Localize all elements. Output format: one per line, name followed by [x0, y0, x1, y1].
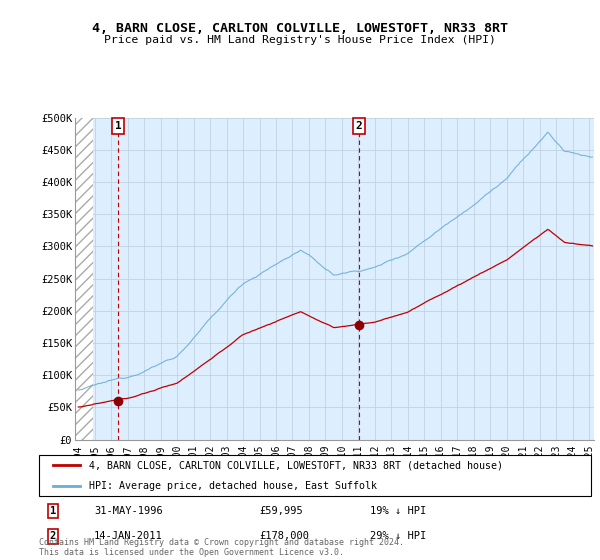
Text: 4, BARN CLOSE, CARLTON COLVILLE, LOWESTOFT, NR33 8RT (detached house): 4, BARN CLOSE, CARLTON COLVILLE, LOWESTO…	[89, 460, 503, 470]
Text: 2: 2	[356, 121, 362, 131]
Text: 31-MAY-1996: 31-MAY-1996	[94, 506, 163, 516]
Text: 19% ↓ HPI: 19% ↓ HPI	[370, 506, 427, 516]
Text: HPI: Average price, detached house, East Suffolk: HPI: Average price, detached house, East…	[89, 480, 377, 491]
Text: Price paid vs. HM Land Registry's House Price Index (HPI): Price paid vs. HM Land Registry's House …	[104, 35, 496, 45]
Text: 4, BARN CLOSE, CARLTON COLVILLE, LOWESTOFT, NR33 8RT: 4, BARN CLOSE, CARLTON COLVILLE, LOWESTO…	[92, 22, 508, 35]
Text: £178,000: £178,000	[260, 531, 310, 542]
Text: 1: 1	[50, 506, 56, 516]
Text: £59,995: £59,995	[260, 506, 304, 516]
Text: 14-JAN-2011: 14-JAN-2011	[94, 531, 163, 542]
Bar	[75, 118, 94, 440]
Text: 2: 2	[50, 531, 56, 542]
FancyBboxPatch shape	[39, 455, 591, 496]
Text: 29% ↓ HPI: 29% ↓ HPI	[370, 531, 427, 542]
Text: 1: 1	[115, 121, 121, 131]
Text: Contains HM Land Registry data © Crown copyright and database right 2024.
This d: Contains HM Land Registry data © Crown c…	[39, 538, 404, 557]
Bar	[75, 118, 94, 440]
